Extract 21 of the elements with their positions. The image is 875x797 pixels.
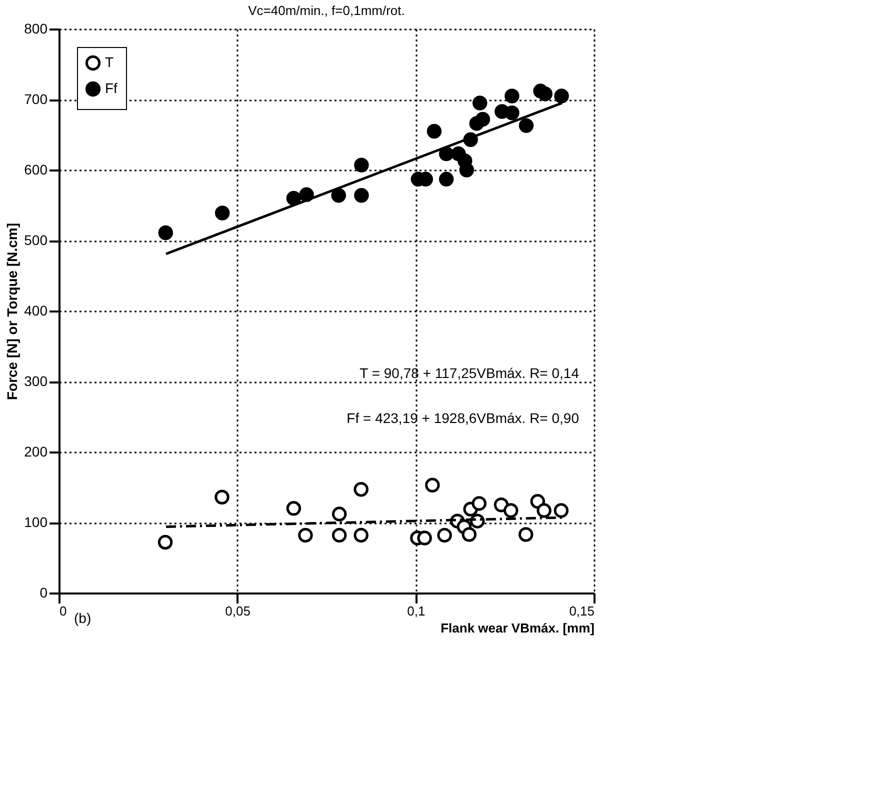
y-tick-label: 600 [24,162,48,178]
y-axis-title: Force [N] or Torque [N.cm] [4,222,20,400]
x-tick-label: 0,1 [407,604,426,618]
text: (b) [74,610,92,626]
x-tick-label: 0,05 [225,604,250,618]
y-tick-label: 800 [24,20,48,36]
legend-label: T [105,54,114,70]
y-tick-label: 300 [24,373,48,389]
y-tick-label: 200 [24,444,48,460]
x-axis-title: Flank wear VBmáx. [mm] [440,620,594,636]
x-tick-label: 0 [60,604,67,618]
x-tick-label: 0,15 [569,604,594,618]
annotation: T = 90,78 + 117,25VBmáx. R= 0,14 [360,365,580,381]
y-tick-label: 400 [24,302,48,318]
legend-label: Ff [105,80,118,96]
annotation: Ff = 423,19 + 1928,6VBmáx. R= 0,90 [346,410,580,426]
chart-title: Vc=40m/min., f=0,1mm/rot. [248,3,405,18]
y-tick-label: 100 [24,514,48,530]
y-tick-label: 700 [24,91,48,107]
y-tick-label: 500 [24,232,48,248]
y-tick-label: 0 [40,584,48,600]
